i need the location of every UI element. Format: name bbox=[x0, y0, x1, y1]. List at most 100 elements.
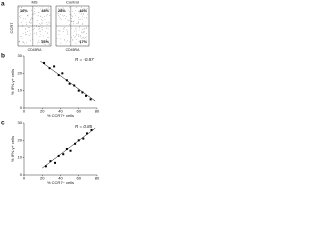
event-dot bbox=[72, 21, 74, 22]
event-dot bbox=[21, 7, 22, 8]
event-dot bbox=[28, 35, 30, 36]
event-dot bbox=[40, 8, 41, 10]
event-dot bbox=[73, 21, 75, 23]
event-dot bbox=[31, 17, 32, 19]
event-dot bbox=[31, 17, 33, 19]
event-dot bbox=[39, 24, 41, 26]
event-dot bbox=[83, 11, 85, 12]
event-dot bbox=[85, 39, 87, 41]
event-dot bbox=[87, 8, 89, 9]
x-tick-label: 20 bbox=[40, 109, 45, 114]
event-dot bbox=[20, 17, 22, 18]
event-dot bbox=[42, 27, 43, 28]
event-dot bbox=[26, 15, 28, 16]
point bbox=[62, 153, 65, 156]
event-dot bbox=[75, 43, 77, 44]
event-dot bbox=[45, 30, 47, 32]
event-dot bbox=[20, 35, 21, 37]
event-dot bbox=[75, 30, 77, 32]
event-dot bbox=[47, 14, 48, 15]
y-tick-label: 0 bbox=[20, 105, 23, 110]
event-dot bbox=[80, 43, 81, 45]
event-dot bbox=[48, 7, 50, 9]
event-dot bbox=[24, 43, 26, 45]
event-dot bbox=[25, 29, 26, 31]
event-dot bbox=[63, 11, 64, 12]
event-dot bbox=[83, 28, 85, 29]
event-dot bbox=[21, 36, 22, 37]
event-dot bbox=[84, 8, 86, 10]
event-dot bbox=[23, 41, 25, 43]
event-dot bbox=[74, 30, 76, 32]
event-dot bbox=[81, 32, 83, 34]
event-dot bbox=[40, 15, 41, 17]
event-dot bbox=[71, 27, 72, 29]
event-dot bbox=[39, 30, 41, 32]
event-dot bbox=[58, 8, 60, 9]
event-dot bbox=[83, 40, 84, 42]
event-dot bbox=[46, 21, 47, 23]
event-dot bbox=[81, 29, 83, 30]
x-tick-label: 0 bbox=[23, 109, 26, 114]
event-dot bbox=[64, 27, 65, 28]
event-dot bbox=[34, 32, 35, 34]
event-dot bbox=[71, 20, 73, 22]
event-dot bbox=[86, 17, 87, 18]
event-dot bbox=[87, 14, 89, 16]
x-tick-label: 0 bbox=[23, 176, 26, 181]
point bbox=[85, 132, 88, 135]
event-dot bbox=[58, 9, 60, 11]
event-dot bbox=[36, 25, 37, 27]
x-tick-label: 20 bbox=[40, 176, 45, 181]
event-dot bbox=[66, 33, 68, 35]
event-dot bbox=[74, 15, 76, 17]
event-dot bbox=[38, 11, 40, 13]
x-tick-label: 60 bbox=[77, 176, 82, 181]
event-dot bbox=[74, 12, 76, 14]
x-tick-label: 80 bbox=[95, 109, 100, 114]
event-dot bbox=[71, 15, 73, 16]
event-dot bbox=[19, 40, 20, 42]
x-axis-label: CD45RA bbox=[28, 48, 42, 52]
event-dot bbox=[86, 36, 87, 38]
point bbox=[74, 142, 77, 145]
y-axis-label: % IFN-γ+ cells bbox=[10, 136, 15, 162]
event-dot bbox=[41, 22, 42, 24]
event-dot bbox=[40, 33, 42, 35]
event-dot bbox=[67, 32, 68, 34]
event-dot bbox=[62, 7, 64, 9]
event-dot bbox=[72, 11, 73, 12]
event-dot bbox=[78, 36, 80, 37]
event-dot bbox=[39, 26, 40, 28]
event-dot bbox=[74, 37, 76, 39]
point bbox=[49, 160, 52, 163]
event-dot bbox=[33, 13, 35, 15]
event-dot bbox=[67, 19, 69, 21]
event-dot bbox=[77, 23, 79, 24]
event-dot bbox=[81, 15, 83, 17]
event-dot bbox=[66, 29, 68, 31]
event-dot bbox=[37, 15, 39, 17]
event-dot bbox=[23, 9, 25, 11]
annotation: R = -0.87 bbox=[75, 57, 94, 62]
y-tick-label: 30 bbox=[18, 53, 23, 58]
event-dot bbox=[35, 24, 37, 26]
event-dot bbox=[83, 31, 85, 32]
event-dot bbox=[25, 28, 26, 29]
event-dot bbox=[81, 31, 82, 33]
y-axis-label: % IFN-γ+ cells bbox=[10, 69, 15, 95]
event-dot bbox=[79, 11, 81, 13]
event-dot bbox=[70, 18, 72, 19]
event-dot bbox=[24, 11, 26, 13]
event-dot bbox=[40, 16, 42, 17]
event-dot bbox=[78, 40, 79, 42]
point bbox=[53, 65, 56, 68]
event-dot bbox=[46, 40, 47, 42]
quadrant-value: 28% bbox=[58, 9, 66, 13]
event-dot bbox=[78, 17, 79, 19]
event-dot bbox=[26, 34, 27, 35]
point bbox=[73, 84, 76, 87]
event-dot bbox=[29, 22, 31, 24]
event-dot bbox=[44, 41, 45, 43]
event-dot bbox=[46, 27, 47, 29]
